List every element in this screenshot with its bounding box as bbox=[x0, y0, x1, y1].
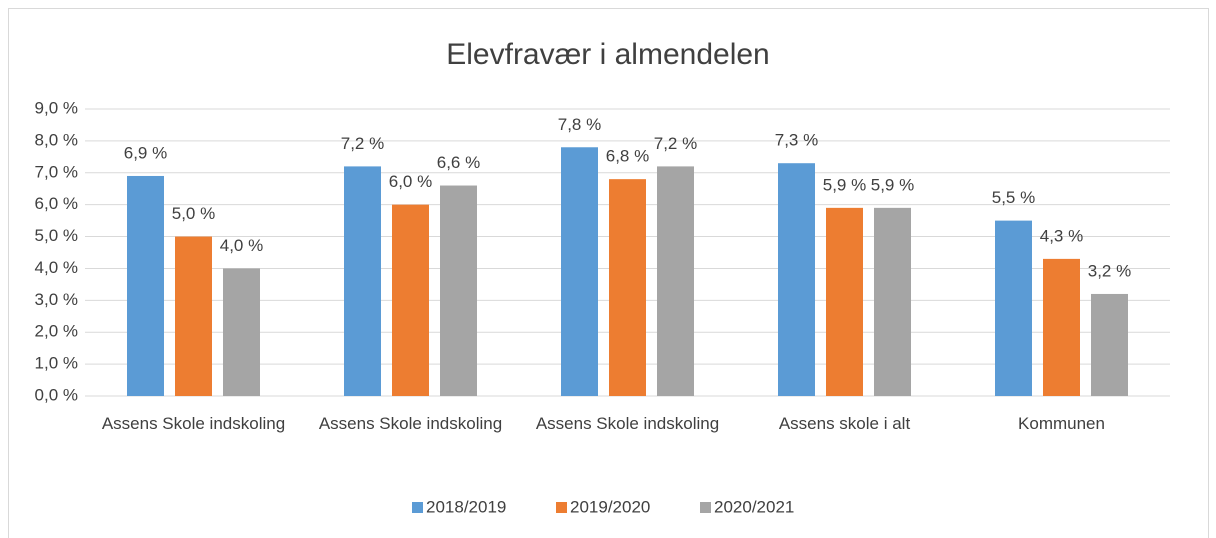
y-tick-label: 9,0 % bbox=[35, 98, 78, 117]
bar bbox=[657, 166, 694, 396]
y-tick-label: 6,0 % bbox=[35, 194, 78, 213]
y-tick-label: 7,0 % bbox=[35, 162, 78, 181]
data-label: 5,9 % bbox=[823, 175, 866, 194]
data-label: 4,3 % bbox=[1040, 226, 1083, 245]
data-label: 3,2 % bbox=[1088, 261, 1131, 280]
bar bbox=[826, 207, 863, 396]
bar bbox=[127, 175, 164, 396]
x-tick-label: Assens Skole indskoling bbox=[318, 414, 503, 433]
bar bbox=[392, 204, 429, 396]
bar bbox=[995, 220, 1032, 396]
x-tick-label: Assens Skole indskoling bbox=[101, 414, 286, 433]
y-tick-label: 4,0 % bbox=[35, 258, 78, 277]
y-tick-label: 5,0 % bbox=[35, 226, 78, 245]
bar bbox=[609, 179, 646, 396]
data-label: 6,9 % bbox=[124, 143, 167, 162]
chart-title: Elevfravær i almendelen bbox=[446, 38, 769, 71]
bar bbox=[1043, 258, 1080, 396]
data-label: 7,3 % bbox=[775, 131, 818, 150]
data-label: 6,6 % bbox=[437, 153, 480, 172]
legend-swatch bbox=[412, 502, 423, 513]
bar bbox=[344, 166, 381, 396]
bar bbox=[778, 163, 815, 396]
legend-label: 2020/2021 bbox=[714, 497, 794, 516]
data-label: 5,9 % bbox=[871, 175, 914, 194]
y-tick-label: 2,0 % bbox=[35, 322, 78, 341]
bar bbox=[561, 147, 598, 396]
legend-label: 2019/2020 bbox=[570, 497, 650, 516]
data-label: 7,2 % bbox=[654, 134, 697, 153]
legend-swatch bbox=[700, 502, 711, 513]
bar bbox=[874, 207, 911, 396]
data-label: 7,8 % bbox=[558, 115, 601, 134]
data-label: 4,0 % bbox=[220, 236, 263, 255]
data-label: 5,5 % bbox=[992, 188, 1035, 207]
legend-swatch bbox=[556, 502, 567, 513]
legend-label: 2018/2019 bbox=[426, 497, 506, 516]
bar bbox=[175, 236, 212, 396]
y-tick-label: 1,0 % bbox=[35, 354, 78, 373]
y-tick-label: 3,0 % bbox=[35, 290, 78, 309]
data-label: 6,0 % bbox=[389, 172, 432, 191]
bar bbox=[440, 185, 477, 396]
chart-border bbox=[8, 8, 1209, 538]
data-label: 5,0 % bbox=[172, 204, 215, 223]
data-label: 6,8 % bbox=[606, 147, 649, 166]
y-tick-label: 0,0 % bbox=[35, 385, 78, 404]
data-label: 7,2 % bbox=[341, 134, 384, 153]
x-tick-label: Assens Skole indskoling bbox=[535, 414, 720, 433]
bar bbox=[1091, 293, 1128, 396]
bar bbox=[223, 268, 260, 396]
x-tick-label: Kommunen bbox=[1018, 414, 1105, 433]
x-tick-label: Assens skole i alt bbox=[778, 414, 911, 433]
y-tick-label: 8,0 % bbox=[35, 130, 78, 149]
